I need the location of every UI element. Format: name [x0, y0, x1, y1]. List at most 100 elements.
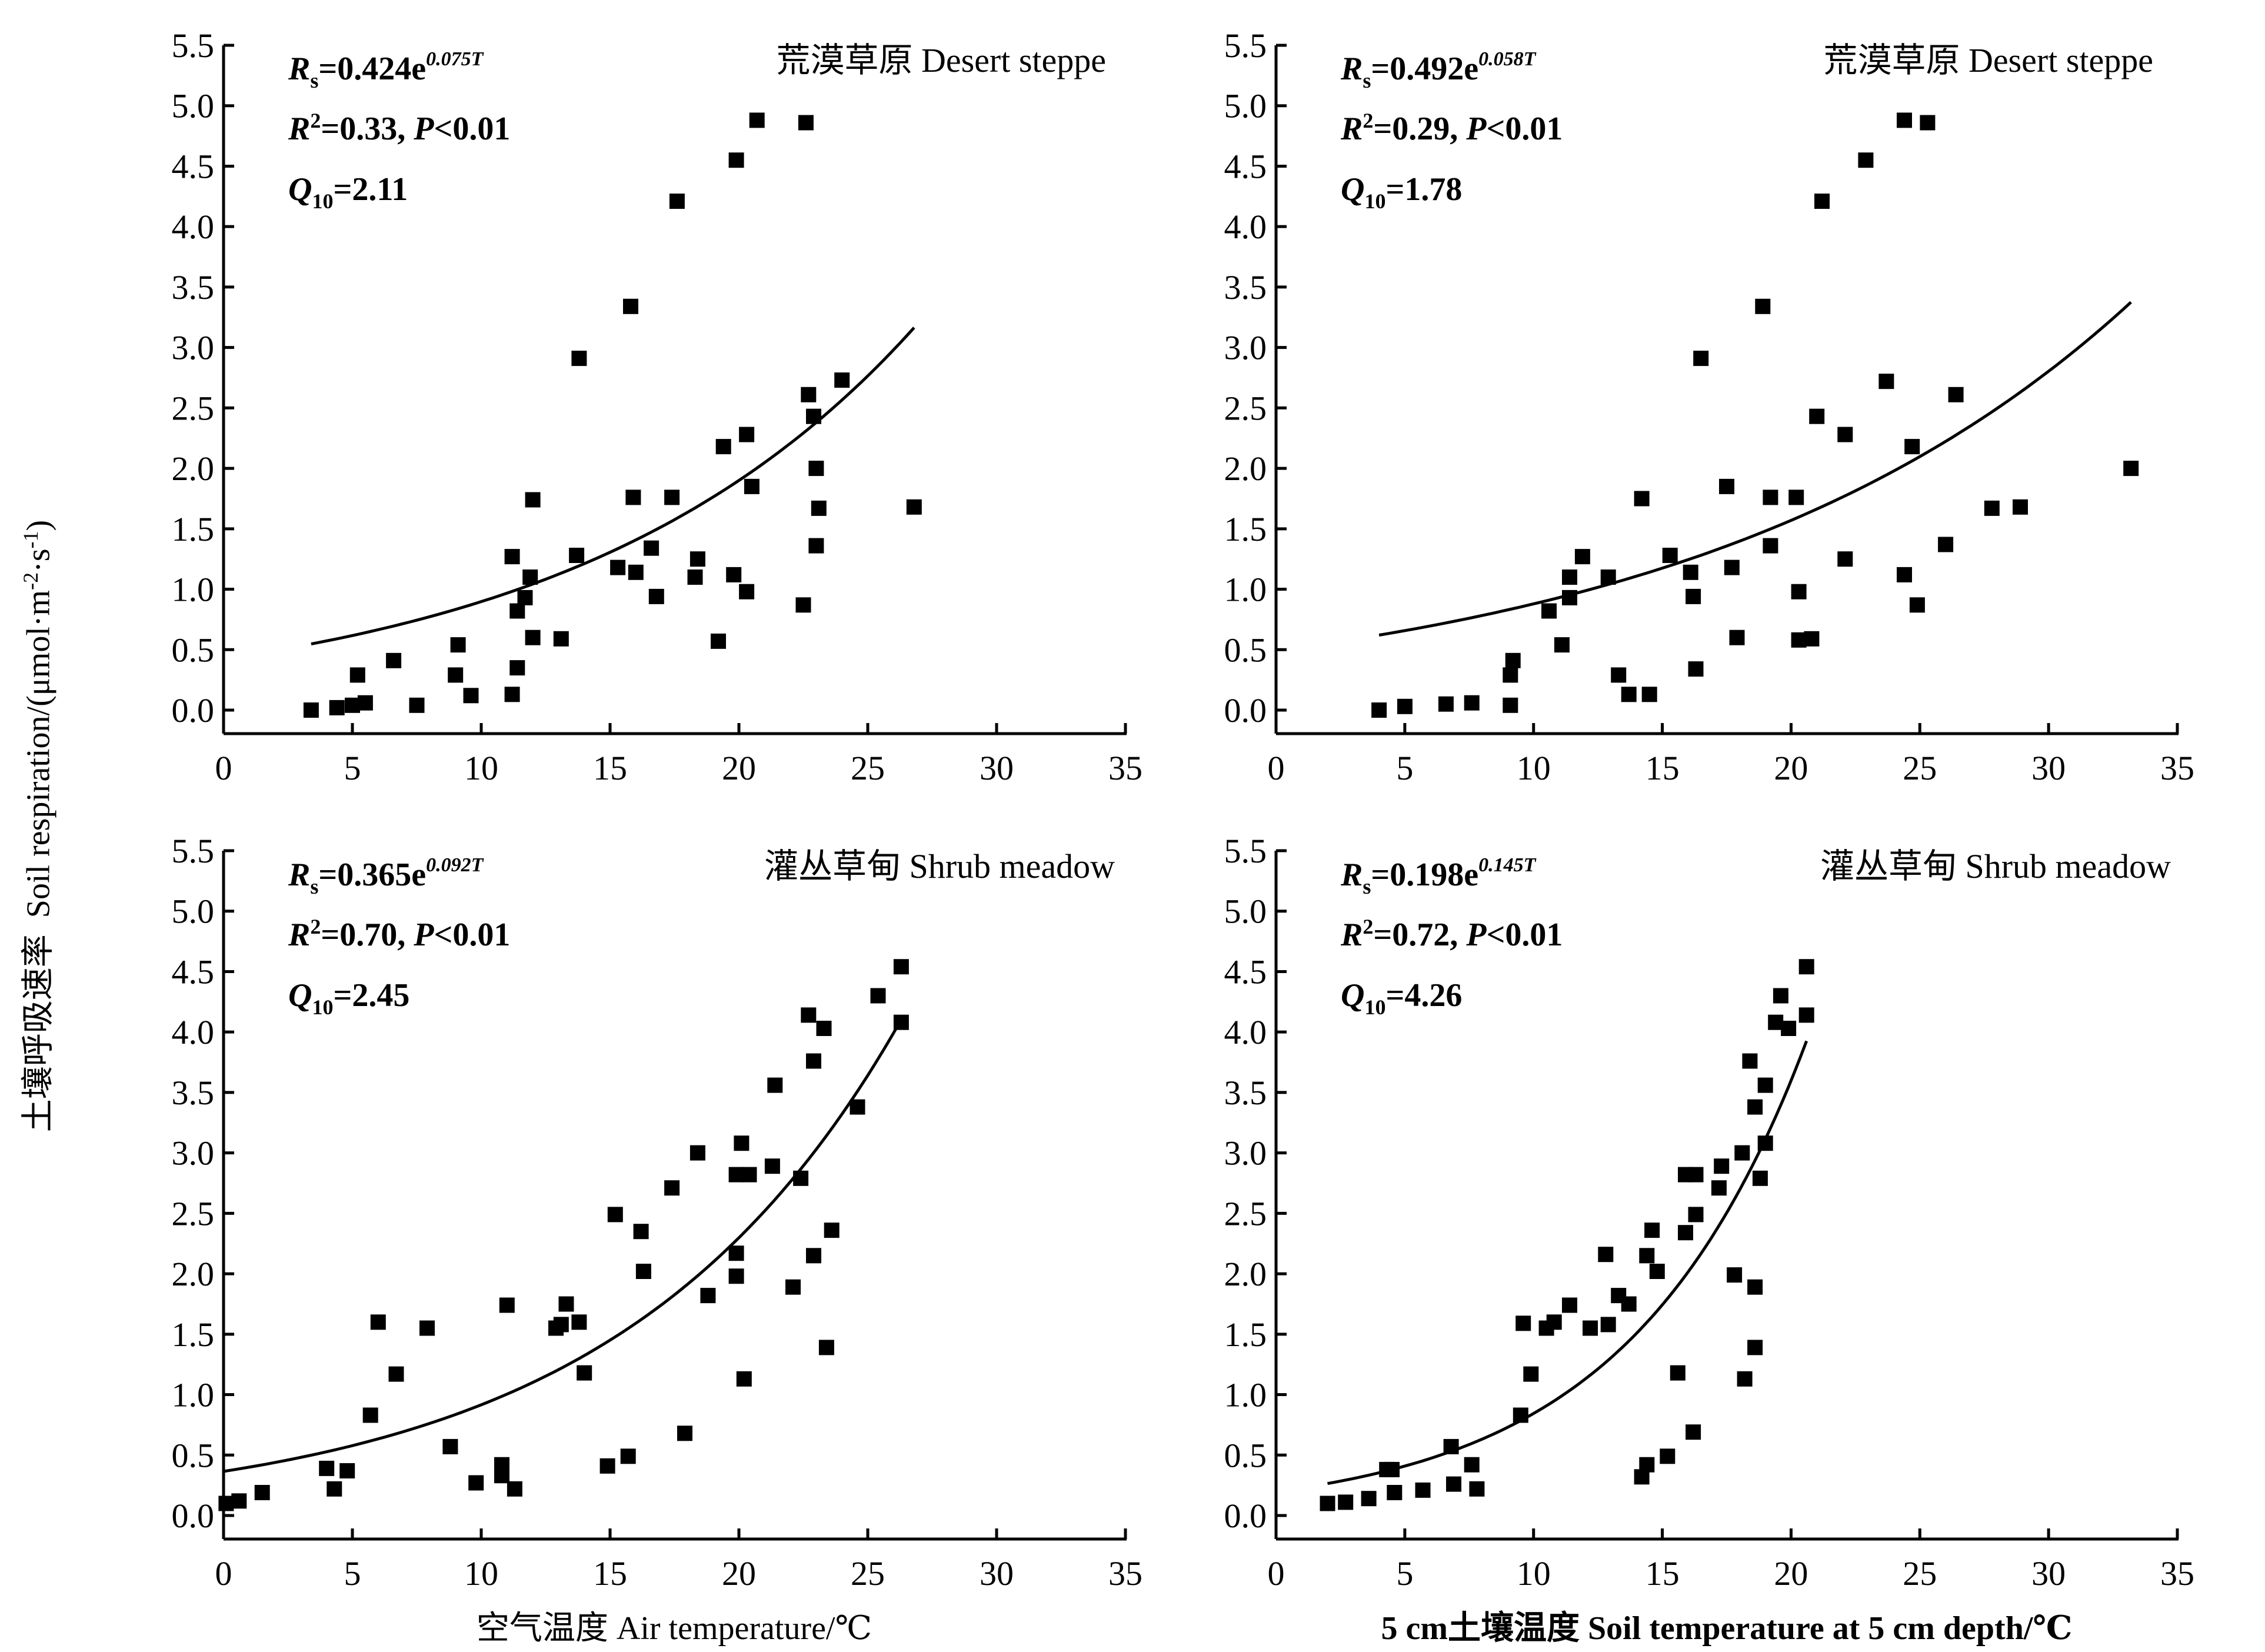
x-tick-label: 0	[1268, 1554, 1285, 1593]
data-point	[1724, 559, 1740, 575]
q-prefix: Q	[288, 171, 312, 208]
y-tick-label: 4.5	[172, 147, 215, 185]
data-point	[1711, 1180, 1727, 1196]
q10-text: Q10=1.78	[1341, 171, 1462, 213]
data-point	[571, 351, 587, 367]
panel-bottom-right: 0.0 0.5 1.0 1.5 2.0 2.5 3.0 3.5 4.0 4.5 5.0 5.5 0 5 10…	[1224, 832, 2195, 1593]
data-point	[1515, 1315, 1531, 1331]
data-point	[795, 597, 811, 613]
data-point	[1644, 1223, 1660, 1238]
data-point	[327, 1481, 342, 1497]
data-point	[1503, 667, 1518, 683]
r2-prefix: R	[1340, 111, 1363, 147]
y-axis-title-en: Soil respiration/(μmol·m	[20, 589, 57, 918]
data-point	[1415, 1482, 1431, 1498]
x-tick-label: 5	[1396, 749, 1413, 787]
y-tick-label: 4.0	[1224, 208, 1267, 246]
data-point	[517, 589, 533, 605]
data-point	[1634, 491, 1650, 507]
data-point	[764, 1158, 780, 1174]
y-tick-label: 1.0	[172, 571, 215, 609]
data-point	[1686, 1424, 1701, 1440]
x-tick-label: 5	[344, 1554, 361, 1593]
data-point	[357, 695, 373, 711]
data-point	[1763, 489, 1778, 505]
data-point	[494, 1468, 509, 1484]
data-point	[339, 1463, 355, 1478]
y-tick-label: 2.5	[1224, 1194, 1267, 1233]
data-point	[728, 152, 744, 168]
data-point	[1768, 1014, 1784, 1030]
data-point	[1660, 1448, 1676, 1464]
y-tick-label: 4.5	[1224, 147, 1267, 185]
x-tick-label: 10	[1517, 1554, 1551, 1593]
data-point	[785, 1279, 801, 1295]
x-tick-label: 15	[593, 749, 627, 787]
y-tick-label: 3.0	[172, 329, 215, 367]
data-point	[1747, 1279, 1763, 1295]
data-point	[690, 1145, 705, 1161]
data-point	[734, 1135, 750, 1151]
y-tick-label: 0.0	[172, 1497, 215, 1535]
data-point	[1513, 1407, 1528, 1423]
data-point	[1804, 631, 1820, 647]
eq-sub: s	[1363, 875, 1371, 898]
r2-prefix: R	[288, 111, 310, 147]
eq-prefix: R	[288, 51, 310, 87]
x-tick-label: 5	[344, 749, 361, 787]
y-tick-label: 1.5	[1224, 1315, 1267, 1354]
data-point	[648, 588, 664, 604]
data-point	[870, 988, 886, 1004]
data-point	[1546, 1314, 1562, 1330]
x-tick-label: 5	[1396, 1554, 1413, 1593]
data-point	[1505, 652, 1521, 668]
r2-body: =0.33,	[321, 111, 414, 147]
data-point	[1678, 1225, 1693, 1241]
data-point	[664, 489, 680, 505]
y-tick-label: 0.5	[1224, 631, 1267, 669]
eq-prefix: R	[288, 857, 310, 893]
data-point	[509, 603, 525, 619]
data-point	[801, 1007, 817, 1023]
data-point	[850, 1099, 865, 1115]
panel-title: 灌丛草甸 Shrub meadow	[764, 847, 1115, 885]
y-tick-label: 4.0	[172, 1013, 215, 1051]
data-point	[1686, 588, 1701, 604]
data-point	[1320, 1496, 1335, 1511]
y-axis-title-sup1: -2	[18, 572, 42, 590]
data-point	[1938, 537, 1954, 552]
y-tick-label: 1.0	[1224, 1376, 1267, 1414]
data-point	[1878, 374, 1894, 389]
data-point	[1446, 1476, 1461, 1492]
data-point	[1904, 439, 1920, 455]
data-point	[664, 1180, 680, 1196]
data-point	[1688, 661, 1704, 677]
data-point	[1757, 1135, 1773, 1151]
data-point	[1600, 569, 1616, 585]
y-tick-label: 5.0	[1224, 892, 1267, 931]
data-point	[1574, 549, 1590, 565]
data-point	[522, 569, 538, 585]
equation-text: Rs=0.424e0.075T	[288, 48, 484, 92]
y-tick-label: 4.0	[1224, 1013, 1267, 1051]
data-point	[553, 1317, 569, 1333]
data-point	[1752, 1170, 1768, 1186]
data-point	[816, 1021, 832, 1036]
eq-exponent: 0.092T	[426, 854, 484, 876]
q10-text: Q10=2.45	[288, 977, 409, 1019]
data-point	[1639, 1248, 1655, 1264]
eq-body: =0.424e	[318, 51, 426, 87]
data-point	[1443, 1438, 1459, 1454]
q10-text: Q10=4.26	[1341, 977, 1462, 1019]
y-tick-label: 3.0	[1224, 329, 1267, 367]
data-point	[1737, 1371, 1753, 1387]
data-point	[599, 1458, 615, 1474]
x-axis-title-right: 5 cm土壤温度 Soil temperature at 5 cm depth/…	[1381, 1610, 2073, 1647]
y-tick-label: 4.0	[172, 208, 215, 246]
data-point	[1714, 1158, 1730, 1174]
data-point	[726, 567, 742, 582]
data-point	[633, 1224, 649, 1240]
x-tick-label: 25	[1903, 749, 1937, 787]
data-point	[620, 1448, 636, 1464]
data-point	[468, 1475, 484, 1491]
